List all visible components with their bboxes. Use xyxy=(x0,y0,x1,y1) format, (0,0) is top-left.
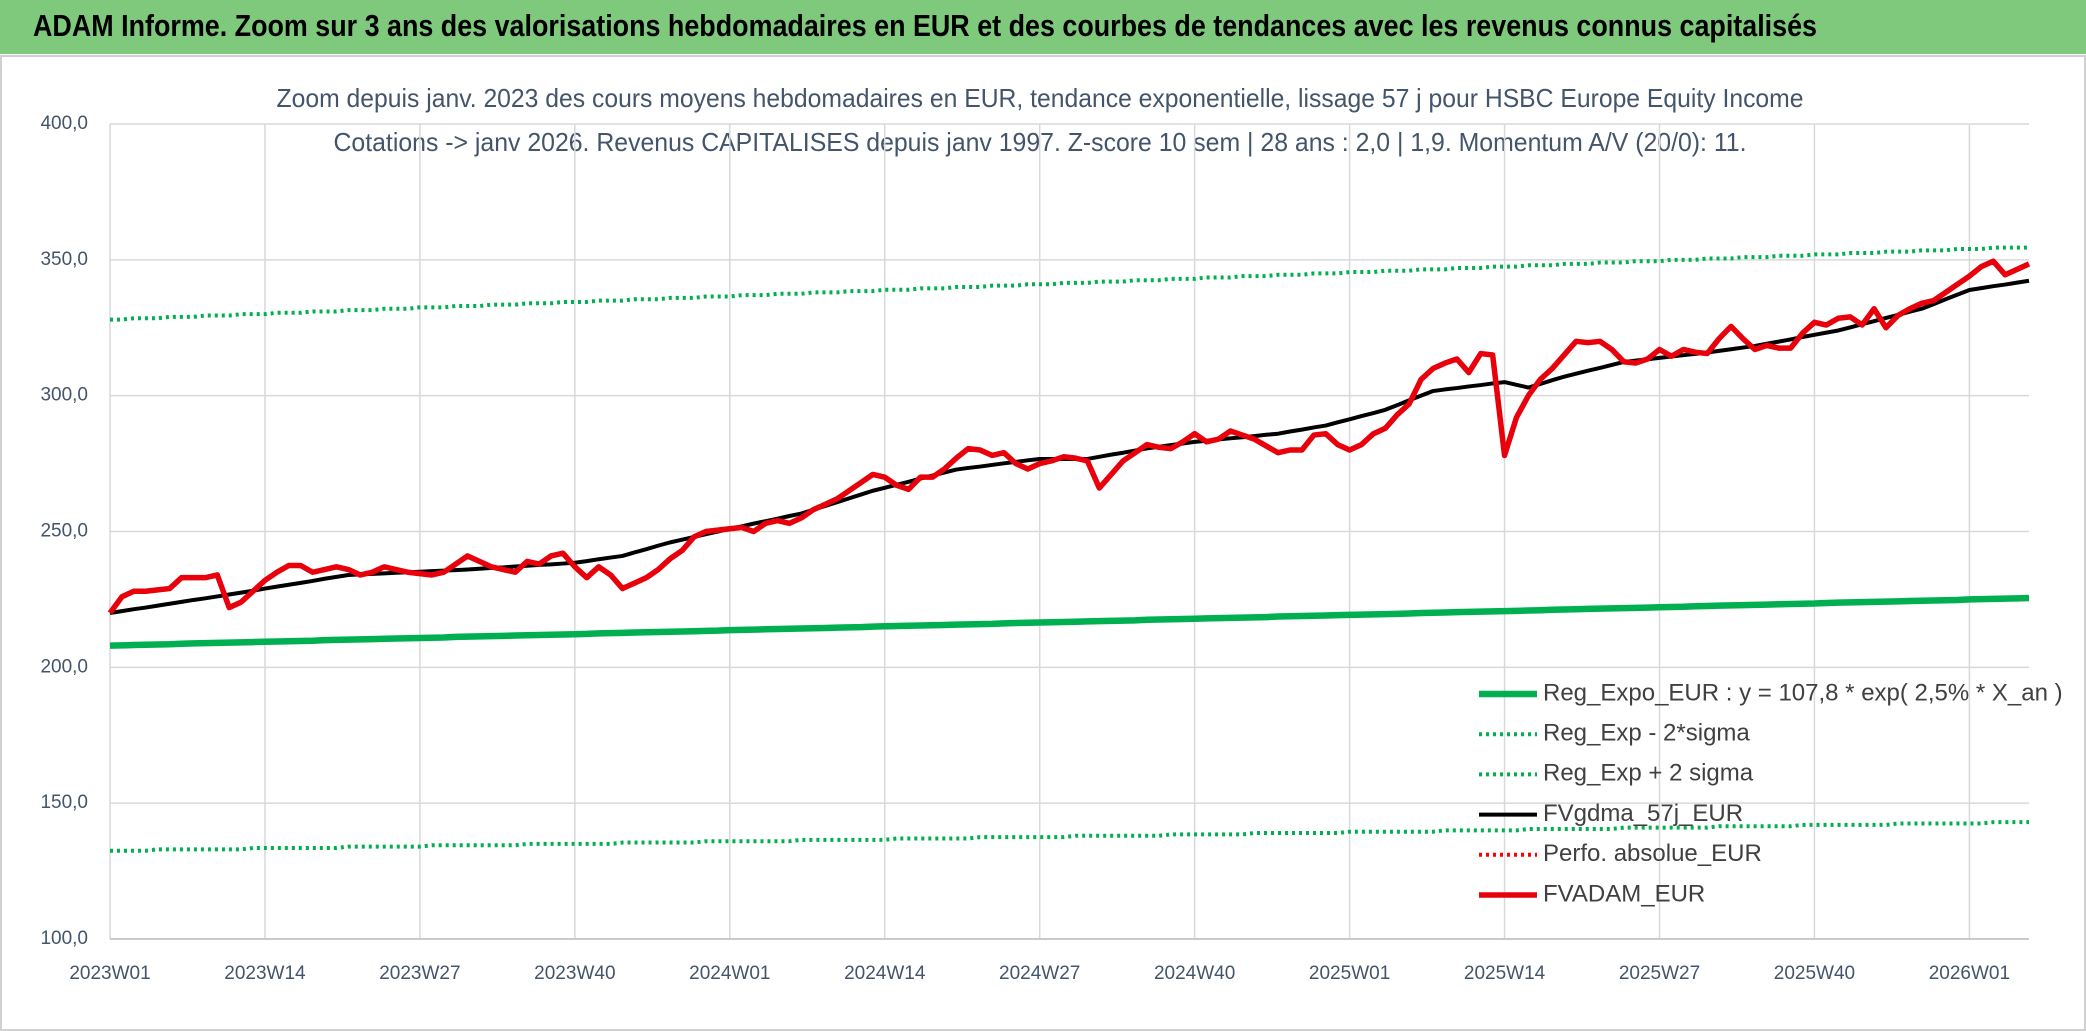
y-tick-label: 200,0 xyxy=(40,656,88,677)
legend-label: Reg_Exp + 2 sigma xyxy=(1543,760,1754,787)
legend: Reg_Expo_EUR : y = 107,8 * exp( 2,5% * X… xyxy=(1479,679,2063,907)
series-line xyxy=(109,594,2030,649)
y-tick-label: 300,0 xyxy=(40,385,88,406)
y-tick-label: 150,0 xyxy=(40,792,88,813)
legend-label: Reg_Exp - 2*sigma xyxy=(1543,720,1750,747)
x-tick-label: 2023W40 xyxy=(534,963,615,984)
chart-border xyxy=(0,55,2086,1031)
plot-lines xyxy=(107,245,2031,853)
series-line xyxy=(110,820,2029,853)
x-tick-label: 2023W27 xyxy=(379,963,460,984)
x-tick-label: 2026W01 xyxy=(1929,963,2010,984)
y-tick-label: 400,0 xyxy=(40,113,88,134)
x-tick-label: 2024W40 xyxy=(1154,963,1235,984)
series-line xyxy=(107,258,2031,615)
series-line xyxy=(110,245,2029,322)
x-tick-label: 2023W01 xyxy=(69,963,150,984)
chart-title: Zoom depuis janv. 2023 des cours moyens … xyxy=(277,83,1804,113)
legend-label: Reg_Expo_EUR : y = 107,8 * exp( 2,5% * X… xyxy=(1543,679,2063,706)
x-tick-label: 2023W14 xyxy=(224,963,306,984)
y-tick-label: 350,0 xyxy=(40,249,88,270)
series-line xyxy=(109,278,2030,615)
x-tick-label: 2024W27 xyxy=(999,963,1080,984)
x-tick-label: 2025W01 xyxy=(1309,963,1390,984)
legend-label: Perfo. absolue_EUR xyxy=(1543,840,1762,867)
header-title: ADAM Informe. Zoom sur 3 ans des valoris… xyxy=(33,8,1817,43)
x-tick-label: 2025W27 xyxy=(1619,963,1700,984)
y-tick-label: 100,0 xyxy=(40,928,88,949)
x-tick-label: 2025W14 xyxy=(1464,963,1546,984)
header-bar xyxy=(0,0,2086,54)
legend-label: FVADAM_EUR xyxy=(1543,880,1705,907)
legend-label: FVgdma_57j_EUR xyxy=(1543,800,1743,827)
y-tick-label: 250,0 xyxy=(40,521,88,542)
x-tick-label: 2024W14 xyxy=(844,963,926,984)
x-tick-label: 2024W01 xyxy=(689,963,770,984)
grid: 100,0 150,0 200,0 250,0 300,0 350,0 400,0 2023W… xyxy=(40,113,2029,984)
x-tick-label: 2025W40 xyxy=(1774,963,1855,984)
